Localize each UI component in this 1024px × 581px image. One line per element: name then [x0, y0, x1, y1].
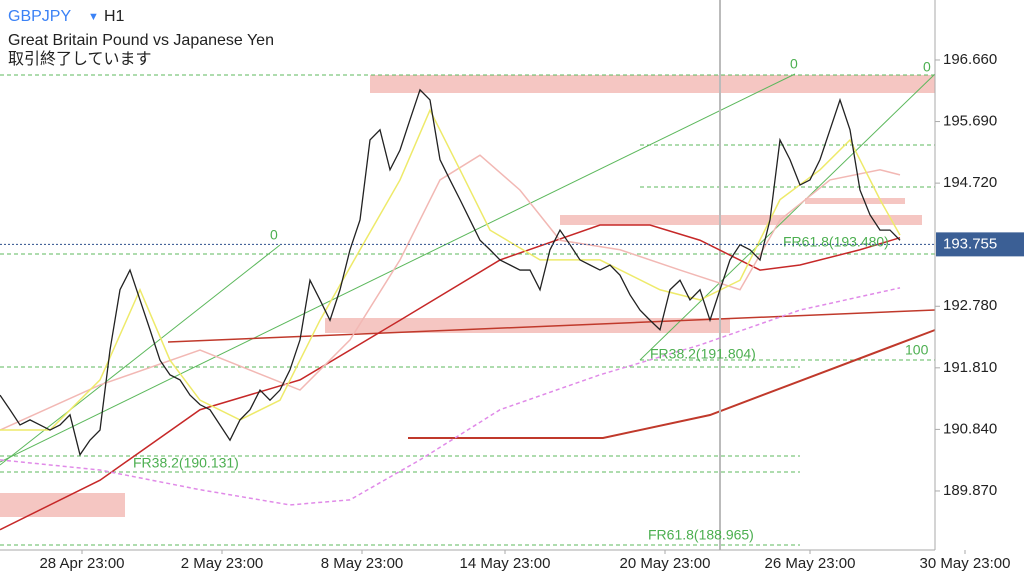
y-tick-label: 196.660: [943, 51, 997, 68]
fib-label: FR61.8(193.480): [783, 234, 889, 250]
fib-label: FR61.8(188.965): [648, 527, 754, 543]
x-tick-label: 28 Apr 23:00: [39, 555, 124, 572]
current-price-label: 193.755: [943, 235, 997, 252]
y-tick-label: 195.690: [943, 113, 997, 130]
line: [0, 108, 901, 431]
trend-line: [408, 329, 936, 439]
timeframe[interactable]: H1: [104, 8, 125, 25]
line: [0, 154, 901, 431]
zone: [0, 493, 125, 517]
status: 取引終了しています: [8, 50, 152, 68]
line: [0, 224, 901, 531]
x-tick-label: 2 May 23:00: [181, 555, 264, 572]
x-tick-label: 20 May 23:00: [620, 555, 711, 572]
symbol-arrow[interactable]: ▼: [88, 11, 99, 23]
trend-line: [167, 309, 936, 343]
y-tick-label: 194.720: [943, 174, 997, 191]
fib-label: FR38.2(191.804): [650, 346, 756, 362]
x-tick-label: 8 May 23:00: [321, 555, 404, 572]
y-tick-label: 189.870: [943, 482, 997, 499]
current-price-box: [936, 232, 1024, 257]
fib-label: FR38.2(190.131): [133, 455, 239, 471]
zone: [325, 318, 730, 333]
trend-line: [0, 244, 281, 466]
fib-label: 0: [790, 56, 798, 72]
zone: [560, 215, 922, 225]
series: [0, 88, 901, 531]
description: Great Britain Pound vs Japanese Yen: [8, 32, 274, 49]
line: [0, 88, 901, 457]
fib-label: 100: [905, 342, 929, 358]
y-tick-label: 191.810: [943, 359, 997, 376]
zone: [370, 75, 935, 93]
fib-label: 0: [270, 227, 278, 243]
y-tick-label: 192.780: [943, 297, 997, 314]
x-tick-label: 14 May 23:00: [460, 555, 551, 572]
line: [0, 287, 901, 506]
trend-line: [0, 73, 796, 463]
x-tick-label: 30 May 23:00: [920, 555, 1011, 572]
symbol[interactable]: GBPJPY: [8, 8, 71, 25]
x-tick-label: 26 May 23:00: [765, 555, 856, 572]
fib-label: 0: [923, 59, 931, 75]
zone: [805, 198, 905, 204]
y-tick-label: 190.840: [943, 420, 997, 437]
trend-line: [639, 73, 936, 361]
